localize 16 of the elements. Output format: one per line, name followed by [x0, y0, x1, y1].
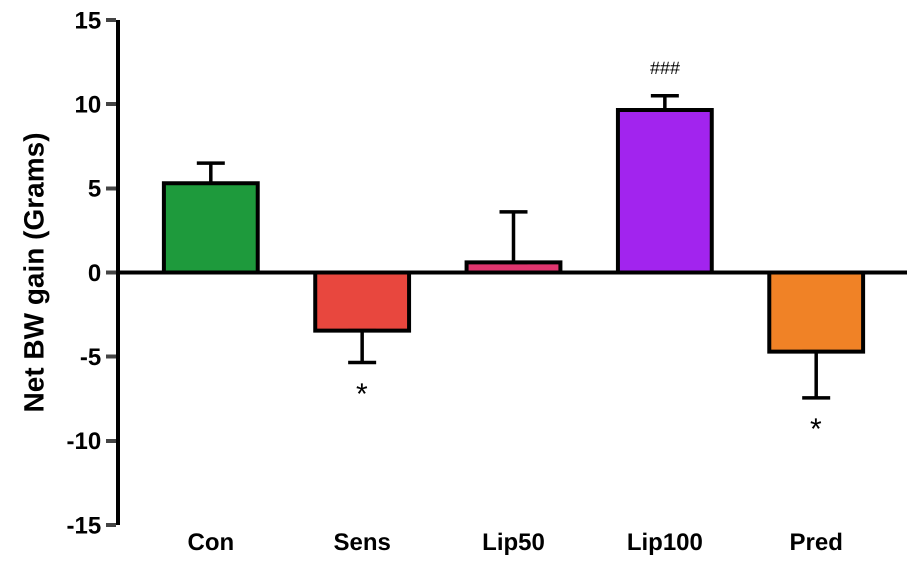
x-tick-label: Pred: [790, 529, 843, 556]
annotation: ###: [650, 58, 680, 78]
y-tick-label: -10: [66, 428, 102, 456]
x-tick-label: Lip50: [482, 529, 545, 556]
y-tick-label: -15: [66, 512, 102, 540]
y-tick-label: 10: [74, 92, 102, 119]
x-tick-label: Lip100: [626, 529, 703, 556]
y-axis-title: Net BW gain (Grams): [18, 132, 50, 413]
x-tick-label: Con: [187, 529, 234, 556]
y-tick-label: 15: [74, 7, 102, 34]
y-tick-label: 0: [88, 260, 102, 287]
annotation: *: [810, 413, 822, 446]
annotation: *: [356, 378, 368, 411]
y-tick-label: -5: [80, 344, 102, 372]
y-tick-label: 5: [88, 176, 102, 203]
x-tick-label: Sens: [333, 529, 391, 556]
